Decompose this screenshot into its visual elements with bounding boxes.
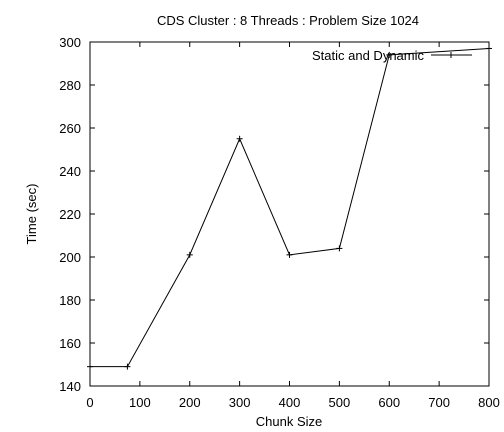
x-tick-label: 700 (428, 395, 450, 410)
data-point (186, 251, 193, 258)
data-point (336, 245, 343, 252)
data-point (87, 363, 93, 370)
y-tick-label: 260 (59, 121, 81, 136)
y-tick-label: 140 (59, 379, 81, 394)
x-tick-label: 100 (129, 395, 151, 410)
data-point (124, 363, 131, 370)
x-tick-label: 300 (229, 395, 251, 410)
legend: Static and Dynamic (312, 48, 472, 63)
plot-frame (89, 41, 490, 387)
x-tick-label: 400 (279, 395, 301, 410)
y-tick-label: 200 (59, 250, 81, 265)
x-tick-label: 0 (86, 395, 93, 410)
y-tick-label: 300 (59, 35, 81, 50)
y-axis-title: Time (sec) (24, 184, 39, 245)
chart-title: CDS Cluster : 8 Threads : Problem Size 1… (157, 13, 419, 28)
axes: 0 100 200 300 400 500 600 700 800 140 160 180 200 220… (59, 35, 500, 410)
x-tick-label: 600 (378, 395, 400, 410)
y-tick-label: 240 (59, 164, 81, 179)
x-tick-label: 800 (478, 395, 500, 410)
y-tick-label: 160 (59, 336, 81, 351)
series-layer (87, 45, 492, 370)
x-tick-label: 200 (179, 395, 201, 410)
series-line (90, 47, 490, 368)
y-tick-label: 220 (59, 207, 81, 222)
data-point (486, 45, 492, 52)
data-point (286, 251, 293, 258)
legend-label: Static and Dynamic (312, 48, 424, 63)
x-axis-title: Chunk Size (256, 414, 322, 429)
data-point (236, 135, 243, 142)
y-tick-label: 280 (59, 78, 81, 93)
x-tick-label: 500 (329, 395, 351, 410)
legend-marker (448, 52, 454, 58)
y-tick-label: 180 (59, 293, 81, 308)
data-point (386, 51, 393, 58)
